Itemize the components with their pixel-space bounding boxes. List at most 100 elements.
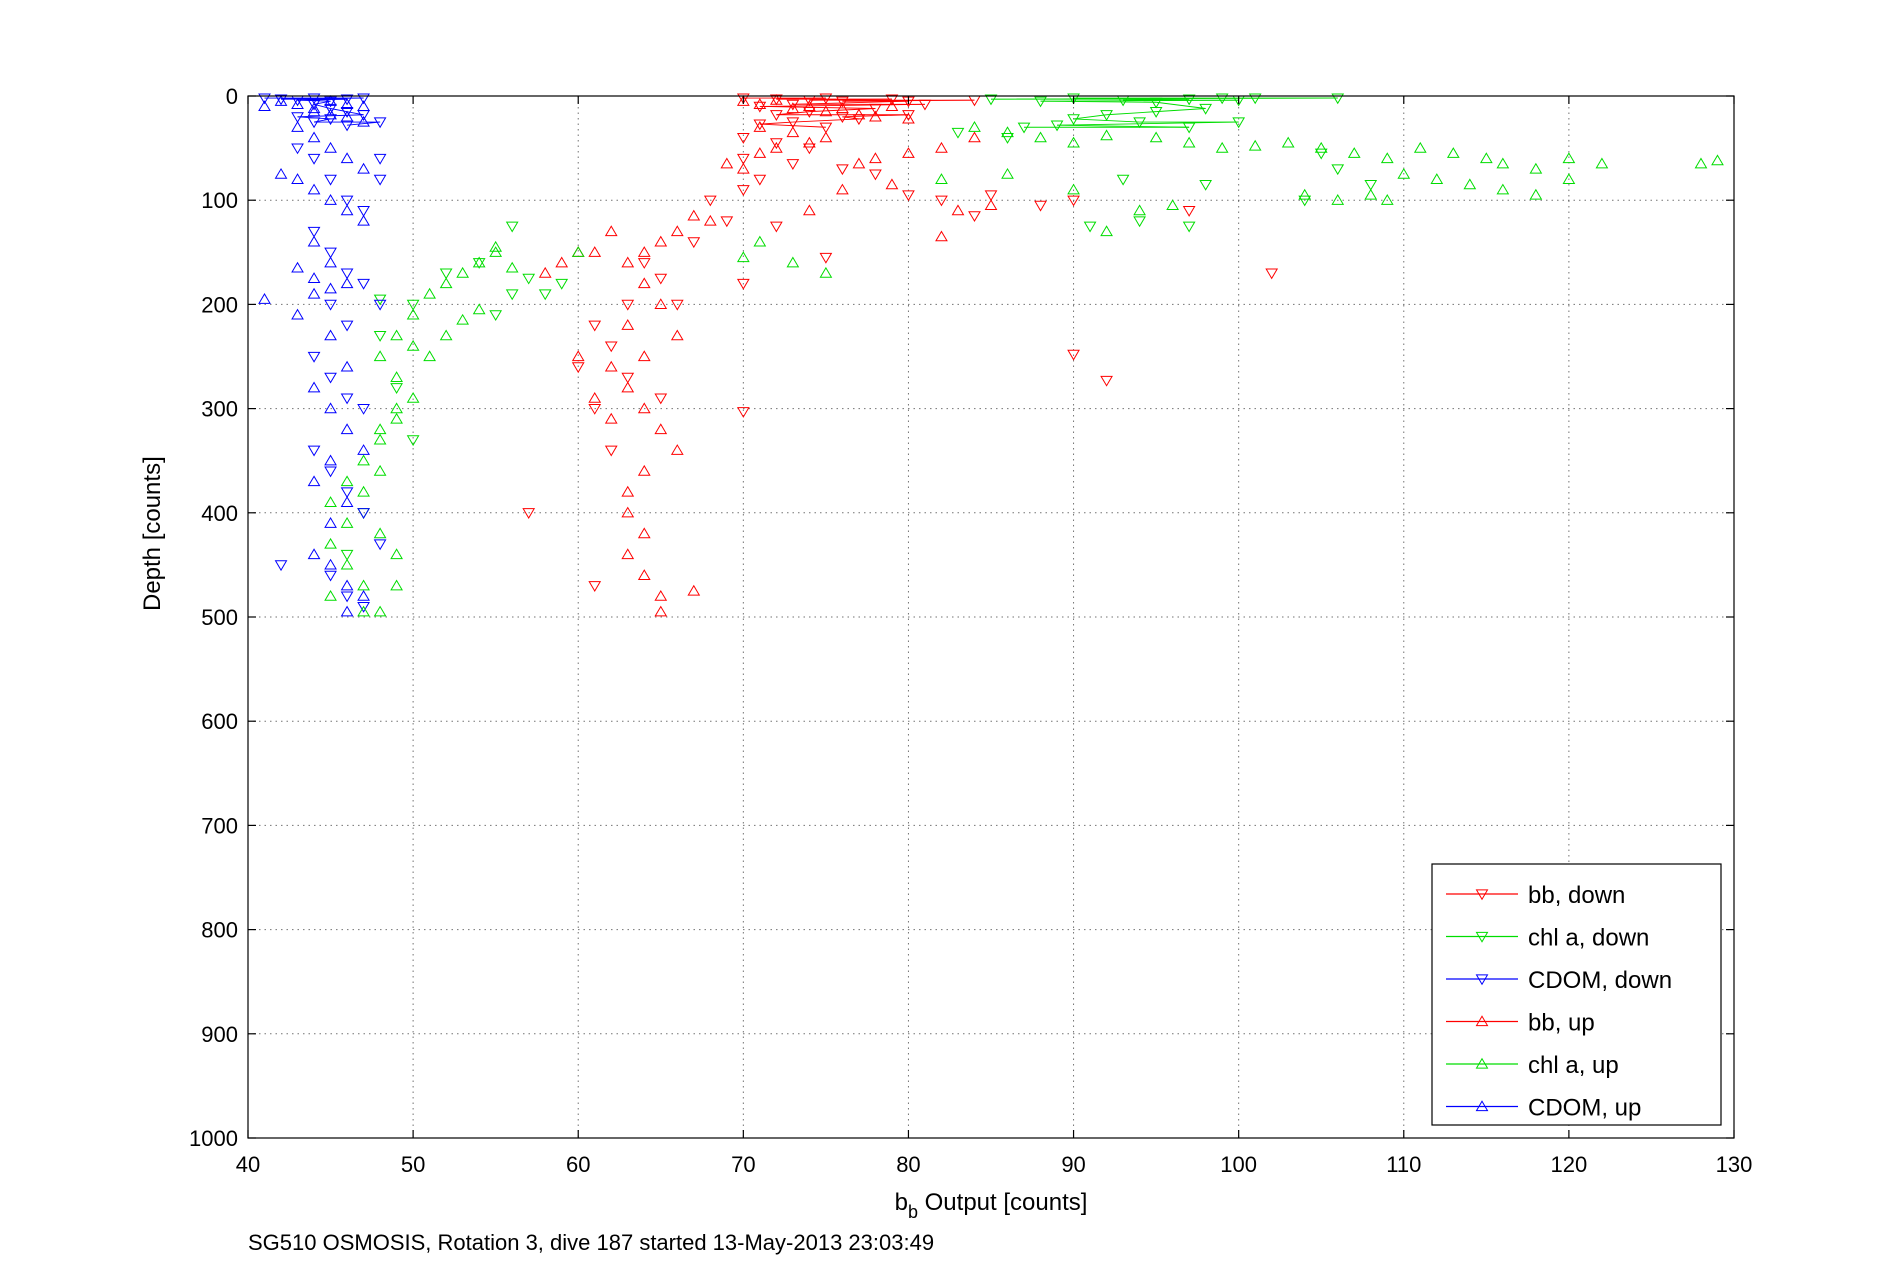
data-point — [1413, 141, 1427, 153]
series-connector — [1156, 108, 1206, 113]
y-tick-label: 0 — [226, 84, 238, 109]
data-point — [621, 299, 635, 311]
data-point — [1711, 154, 1724, 166]
data-point — [1199, 179, 1213, 191]
data-point — [1232, 117, 1246, 129]
data-point — [357, 205, 370, 217]
x-tick-label: 40 — [236, 1152, 260, 1177]
data-point — [1694, 157, 1708, 169]
series-connector — [759, 121, 793, 125]
data-point — [340, 393, 354, 405]
data-point — [654, 273, 668, 285]
data-point — [357, 579, 370, 591]
data-point — [340, 558, 354, 570]
data-point — [654, 393, 668, 405]
data-point — [604, 341, 618, 353]
legend-marker — [1475, 1100, 1489, 1112]
data-point — [819, 252, 833, 264]
data-point — [1314, 141, 1328, 153]
data-point — [736, 94, 750, 106]
data-point — [637, 350, 651, 362]
data-point — [1166, 199, 1179, 211]
data-point — [604, 360, 618, 372]
y-tick-label: 300 — [201, 397, 238, 422]
data-point — [803, 100, 816, 112]
data-point — [373, 117, 387, 129]
data-point — [1595, 157, 1609, 169]
data-point — [307, 445, 321, 457]
data-point — [1199, 103, 1213, 115]
data-point — [307, 548, 321, 560]
data-point — [819, 266, 833, 278]
y-tick-label: 800 — [201, 918, 238, 943]
data-point — [1050, 120, 1064, 132]
series-connector — [809, 108, 876, 113]
data-point — [307, 381, 321, 393]
data-point — [274, 94, 288, 106]
data-point — [324, 402, 337, 414]
data-point — [340, 423, 354, 435]
data-point — [1397, 167, 1411, 179]
data-point — [819, 131, 833, 143]
data-point — [1215, 93, 1229, 105]
data-point — [621, 381, 635, 393]
legend-marker — [1475, 931, 1489, 943]
data-point — [968, 211, 981, 223]
data-point — [1100, 225, 1113, 237]
series-connector — [1073, 114, 1107, 120]
data-point — [736, 133, 750, 144]
data-point — [803, 136, 816, 148]
data-point — [307, 102, 321, 114]
data-point — [324, 108, 337, 120]
data-point — [340, 360, 354, 372]
data-point — [340, 496, 354, 508]
data-point — [984, 199, 998, 211]
data-point — [1479, 152, 1493, 164]
series-connector — [347, 121, 381, 126]
data-point — [324, 247, 337, 259]
data-point — [1182, 205, 1196, 217]
data-point — [687, 584, 701, 596]
data-point — [357, 601, 370, 613]
legend-label: chl a, down — [1528, 925, 1649, 952]
data-point — [357, 278, 370, 290]
data-point — [357, 508, 370, 520]
data-point — [340, 591, 354, 603]
data-point — [1265, 268, 1279, 280]
data-point — [340, 268, 354, 280]
data-point — [390, 412, 403, 424]
data-point — [637, 527, 651, 539]
data-point — [1314, 148, 1328, 160]
data-point — [1182, 94, 1196, 106]
data-point — [555, 278, 569, 290]
data-point — [736, 278, 750, 290]
data-point — [357, 403, 370, 415]
y-axis-label: Depth [counts] — [139, 456, 166, 611]
data-point — [324, 256, 337, 268]
data-point — [373, 464, 387, 476]
data-points — [258, 93, 1724, 617]
data-point — [1446, 147, 1460, 158]
x-axis-label-subscript: b — [908, 1202, 918, 1222]
data-point — [489, 246, 503, 257]
data-point — [588, 320, 602, 332]
data-point — [1248, 139, 1262, 151]
data-point — [324, 114, 337, 126]
data-point — [340, 94, 354, 106]
data-point — [439, 268, 453, 280]
data-point — [1001, 133, 1014, 144]
data-point — [357, 100, 370, 112]
data-point — [439, 329, 453, 341]
data-point — [902, 112, 915, 124]
data-point — [604, 445, 618, 457]
data-point — [1182, 122, 1196, 134]
data-point — [687, 237, 701, 249]
data-point — [472, 256, 486, 268]
data-point — [588, 246, 602, 257]
data-point — [357, 454, 370, 466]
series-connector — [1040, 100, 1157, 103]
data-point — [522, 273, 536, 285]
data-point — [324, 96, 337, 108]
data-point — [472, 303, 486, 315]
data-point — [637, 246, 651, 257]
